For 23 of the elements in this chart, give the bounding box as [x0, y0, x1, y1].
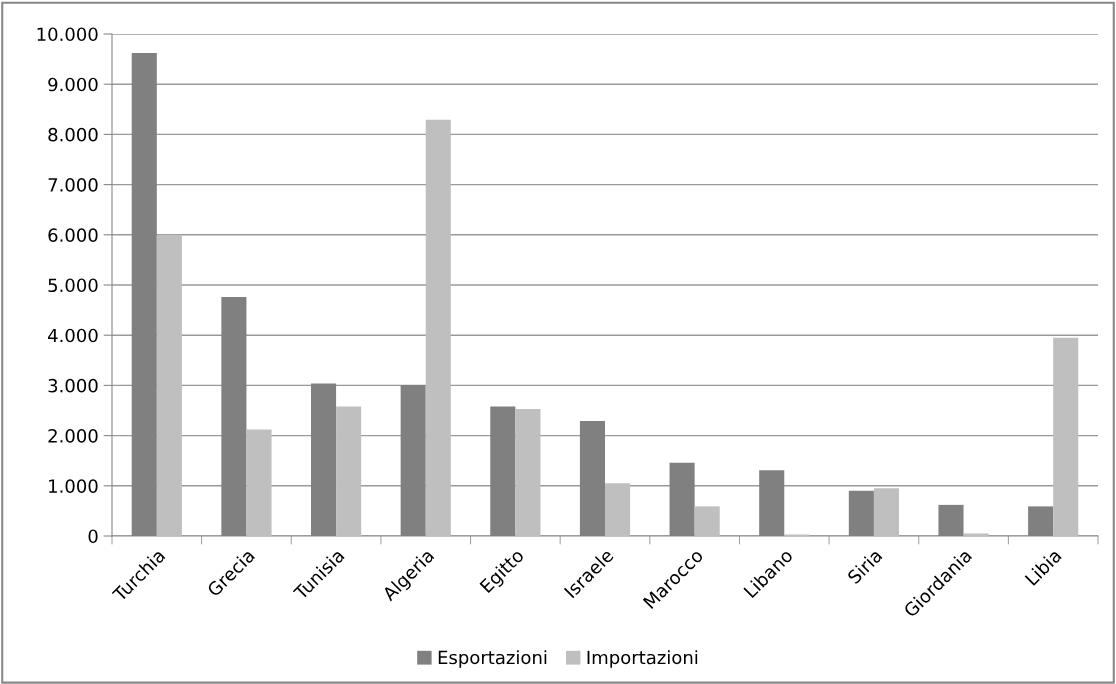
- y-tick-label: 5.000: [48, 278, 98, 293]
- y-tick-label: 7.000: [48, 178, 98, 192]
- bar: [246, 429, 272, 536]
- bar: [336, 406, 362, 536]
- y-tick-label: 8.000: [48, 127, 98, 142]
- y-tick-label: 9.000: [48, 77, 98, 92]
- bar: [694, 506, 720, 536]
- bar: [1053, 337, 1079, 536]
- y-tick-label: 6.000: [48, 228, 98, 242]
- bar: [873, 488, 900, 536]
- y-tick-label: 1.000: [49, 479, 98, 493]
- y-tick-label: 3.000: [48, 378, 98, 393]
- bar: [515, 408, 541, 536]
- y-tick-label: 10.000: [37, 27, 98, 42]
- bar: [156, 234, 182, 536]
- legend-label: Importazioni: [587, 650, 698, 668]
- bar: [605, 483, 631, 536]
- bar: [425, 119, 451, 536]
- bar: [963, 533, 989, 536]
- y-tick-label: 2.000: [48, 429, 98, 443]
- y-tick-label: 0: [88, 529, 98, 544]
- legend-label: Esportazioni: [438, 650, 547, 668]
- y-tick-label: 4.000: [48, 328, 98, 343]
